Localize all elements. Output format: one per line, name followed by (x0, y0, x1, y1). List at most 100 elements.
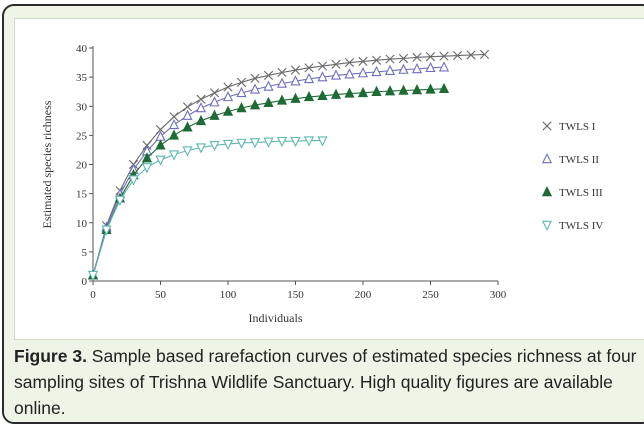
data-point (182, 109, 193, 120)
caption-text: Sample based rarefaction curves of estim… (14, 346, 637, 418)
x-tick-label: 50 (155, 289, 167, 301)
data-point (168, 118, 180, 130)
series-3 (87, 82, 450, 280)
data-point (155, 124, 166, 135)
data-point (290, 136, 301, 148)
data-point (168, 129, 180, 140)
data-point (114, 195, 126, 206)
data-point (223, 82, 233, 92)
data-point (209, 88, 220, 98)
data-point (276, 136, 288, 148)
data-point (371, 65, 382, 77)
data-point (263, 70, 274, 80)
data-point (317, 136, 328, 147)
x-tick-label: 150 (287, 289, 304, 301)
data-point (182, 102, 193, 112)
data-point (425, 61, 436, 73)
data-point (385, 54, 395, 64)
data-point (317, 89, 328, 101)
legend-marker (541, 220, 553, 231)
x-tick-label: 0 (90, 289, 96, 301)
data-point (222, 139, 234, 151)
data-point (263, 80, 274, 91)
x-tick-label: 250 (422, 289, 439, 301)
data-point (303, 136, 315, 147)
data-point (236, 138, 247, 149)
y-tick-label: 15 (76, 189, 88, 201)
legend-marker (542, 121, 552, 131)
data-point (439, 51, 449, 61)
data-point (371, 85, 382, 96)
series-line (92, 88, 445, 276)
data-point (438, 82, 450, 94)
y-tick-label: 30 (76, 101, 88, 113)
data-point (87, 270, 99, 282)
data-point (384, 85, 396, 96)
legend-item: TWLS III (541, 186, 603, 199)
legend-label: TWLS I (559, 121, 596, 133)
y-tick-label: 0 (82, 276, 88, 288)
data-point (425, 52, 436, 62)
y-tick-label: 40 (76, 43, 88, 55)
data-point (479, 49, 490, 59)
y-tick-label: 10 (76, 218, 88, 230)
data-point (276, 77, 288, 88)
data-point (276, 94, 288, 105)
data-point (236, 77, 247, 87)
data-point (209, 96, 220, 107)
data-point (357, 67, 369, 78)
data-point (250, 73, 260, 83)
legend-item: TWLS I (542, 121, 596, 133)
data-point (128, 175, 139, 186)
data-point (412, 52, 422, 62)
data-point (330, 88, 342, 99)
x-axis-label: Individuals (249, 311, 303, 325)
data-point (209, 141, 220, 152)
data-point (249, 138, 261, 149)
series-4 (87, 136, 328, 282)
data-point (263, 137, 274, 148)
data-point (317, 61, 328, 71)
data-point (452, 50, 463, 61)
figure-panel: 0 50 100 150 200 250 300 0 5 10 15 20 25 30 35 40 Indivi… (2, 4, 644, 424)
data-point (303, 91, 315, 102)
data-point (277, 67, 287, 78)
data-point (344, 57, 355, 68)
legend-label: TWLS III (559, 187, 603, 199)
data-point (290, 92, 301, 103)
data-point (249, 83, 261, 94)
data-point (168, 150, 180, 161)
data-point (466, 50, 476, 60)
data-point (195, 143, 207, 154)
data-point (196, 94, 206, 104)
data-point (330, 69, 342, 80)
legend-marker (541, 186, 553, 197)
data-point (222, 91, 234, 102)
data-point (384, 64, 396, 75)
data-point (141, 152, 153, 163)
data-point (182, 146, 193, 157)
data-point (249, 99, 261, 110)
y-tick-label: 20 (76, 160, 88, 172)
data-point (371, 55, 382, 65)
legend-item: TWLS II (541, 153, 599, 166)
data-point (304, 63, 314, 73)
y-tick-label: 5 (82, 247, 88, 259)
data-point (398, 53, 409, 64)
legend-item: TWLS IV (541, 220, 603, 232)
data-point (169, 112, 179, 122)
series-line (92, 140, 323, 276)
data-point (317, 71, 328, 82)
figure-caption: Figure 3. Sample based rarefaction curve… (14, 343, 644, 421)
chart-card: 0 50 100 150 200 250 300 0 5 10 15 20 25 30 35 40 Indivi… (14, 18, 644, 340)
data-point (438, 61, 450, 72)
data-point (411, 84, 423, 95)
y-axis-label: Estimated species richness (40, 100, 54, 228)
data-point (263, 96, 274, 108)
data-point (182, 121, 193, 132)
data-point (236, 86, 247, 98)
legend-label: TWLS IV (559, 220, 603, 232)
legend-label: TWLS II (559, 154, 599, 166)
data-point (222, 105, 234, 116)
x-tick-label: 100 (220, 289, 237, 301)
